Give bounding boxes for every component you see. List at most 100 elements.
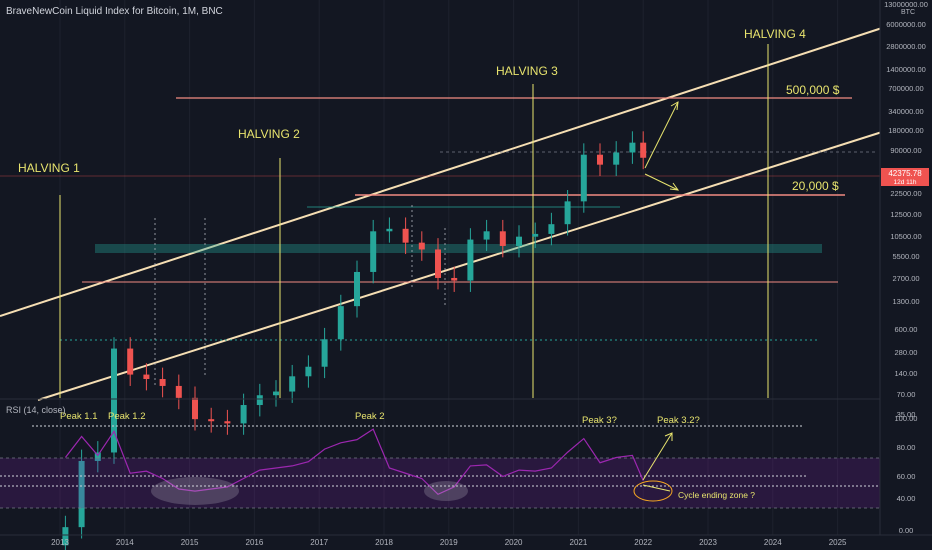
candle[interactable] (548, 224, 555, 234)
time-tick-label[interactable]: 2019 (440, 538, 458, 547)
time-tick-label[interactable]: 2020 (505, 538, 523, 547)
candle[interactable] (386, 228, 393, 232)
candle[interactable] (273, 391, 279, 396)
time-tick-label[interactable]: 2022 (634, 538, 652, 547)
candle[interactable] (289, 376, 296, 392)
halving-3-label: HALVING 3 (496, 64, 558, 78)
rsi-series[interactable] (64, 428, 644, 495)
rsi-tick-label: 100.00 (895, 414, 918, 423)
grid (59, 0, 839, 535)
arrow-up[interactable] (644, 101, 679, 169)
time-tick-label[interactable]: 2025 (829, 538, 847, 547)
candle[interactable] (629, 142, 636, 153)
price-tick-label: 5500.00 (892, 252, 919, 261)
rsi-zone-2015[interactable] (151, 477, 239, 505)
rsi-zone-2019[interactable] (424, 481, 468, 501)
time-tick-label[interactable]: 2023 (699, 538, 717, 547)
halving-4-label: HALVING 4 (744, 27, 806, 41)
price-tick-label: 10500.00 (890, 232, 921, 241)
price-tick-label: 340000.00 (888, 107, 923, 116)
candle[interactable] (321, 339, 328, 367)
candle[interactable] (305, 366, 312, 377)
candle[interactable] (370, 231, 377, 272)
peak-1-2-label: Peak 1.2 (108, 411, 146, 422)
candle[interactable] (175, 385, 182, 398)
price-tick-label: 12500.00 (890, 210, 921, 219)
candle[interactable] (467, 239, 474, 281)
peak-3-2-label: Peak 3.2? (657, 415, 700, 426)
time-tick-label[interactable]: 2016 (246, 538, 264, 547)
last-price-badge[interactable] (881, 168, 929, 186)
candle[interactable] (516, 236, 522, 246)
time-tick-label[interactable]: 2021 (570, 538, 588, 547)
chart-title: BraveNewCoin Liquid Index for Bitcoin, 1… (6, 6, 223, 17)
candle[interactable] (94, 452, 101, 461)
rsi-line[interactable] (64, 428, 644, 495)
candle[interactable] (640, 142, 647, 158)
candle[interactable] (564, 201, 571, 225)
upper-channel-line[interactable] (0, 27, 883, 317)
candle[interactable] (240, 405, 247, 424)
candle[interactable] (597, 154, 603, 165)
price-tick-label: 35.00 (897, 410, 916, 419)
target-500k-label: 500,000 $ (786, 83, 840, 97)
time-ticks[interactable]: 2013 2014 2015 2016 2017 2018 2019 2020 2021 2022… (51, 538, 847, 547)
candle[interactable] (435, 249, 441, 278)
rsi-tick-label: 40.00 (897, 494, 916, 503)
candle[interactable] (418, 242, 425, 250)
time-tick-label[interactable]: 2013 (51, 538, 69, 547)
price-tick-label: 280.00 (895, 348, 918, 357)
rsi-tick-label: 60.00 (897, 472, 916, 481)
candle[interactable] (499, 231, 506, 246)
projection-arrows[interactable] (644, 101, 680, 191)
candle[interactable] (613, 152, 620, 165)
lower-channel-line[interactable] (37, 131, 883, 401)
rsi-arrow-up-head (664, 432, 673, 441)
candle[interactable] (224, 421, 231, 424)
candle[interactable] (78, 460, 85, 528)
price-tick-label: 1300.00 (892, 297, 919, 306)
rsi-arrow-down[interactable] (642, 484, 671, 492)
time-tick-label[interactable]: 2017 (310, 538, 328, 547)
candle[interactable] (159, 379, 166, 386)
support-zone[interactable] (95, 244, 822, 253)
price-tick-label: 2800000.00 (886, 42, 926, 51)
price-tick-label: 600.00 (895, 325, 918, 334)
rsi-ticks: 100.00 80.00 60.00 40.00 0.00 (895, 414, 918, 535)
time-tick-label[interactable]: 2015 (181, 538, 199, 547)
last-price-value: 42375.78 (888, 169, 922, 178)
candle[interactable] (402, 228, 409, 243)
candles[interactable] (62, 131, 647, 550)
candle[interactable] (337, 306, 344, 340)
candle[interactable] (354, 271, 360, 307)
time-tick-label[interactable]: 2018 (375, 538, 393, 547)
arrow-up-head (670, 101, 679, 111)
price-tick-label: 70.00 (897, 390, 916, 399)
rsi-arrow-up[interactable] (642, 432, 673, 481)
rsi-arrows[interactable] (642, 432, 673, 492)
target-20k-label: 20,000 $ (792, 179, 839, 193)
candle[interactable] (532, 233, 539, 237)
time-tick-label[interactable]: 2014 (116, 538, 134, 547)
rsi-zone-2022[interactable] (633, 480, 673, 502)
candle[interactable] (580, 154, 587, 202)
peak-2-label: Peak 2 (355, 411, 385, 422)
price-tick-label: 1400000.00 (886, 65, 926, 74)
candle[interactable] (111, 348, 117, 453)
price-axis-panel[interactable] (880, 0, 932, 550)
candle[interactable] (127, 348, 134, 375)
candle[interactable] (62, 527, 69, 546)
candle[interactable] (256, 395, 263, 406)
arrow-down[interactable] (644, 173, 679, 191)
time-tick-label[interactable]: 2024 (764, 538, 782, 547)
candle[interactable] (192, 397, 198, 420)
halving-2-label: HALVING 2 (238, 127, 300, 141)
price-tick-label: 700000.00 (888, 84, 923, 93)
price-tick-label: 140.00 (895, 369, 918, 378)
candle[interactable] (483, 231, 490, 240)
cycle-zone-label: Cycle ending zone ? (678, 490, 755, 500)
candle[interactable] (143, 374, 150, 380)
candle[interactable] (451, 277, 458, 281)
candle[interactable] (208, 419, 215, 422)
